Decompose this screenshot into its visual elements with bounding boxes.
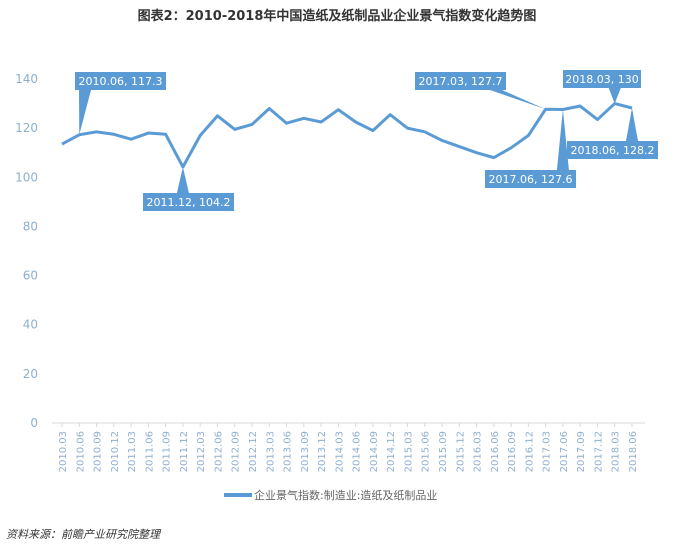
- x-tick-label: 2014.12: [386, 431, 397, 472]
- x-tick-label: 2018.03: [611, 431, 622, 472]
- chart-title: 图表2：2010-2018年中国造纸及纸制品业企业景气指数变化趋势图: [138, 8, 537, 24]
- callout-label: 2017.03, 127.7: [419, 75, 503, 88]
- callout-label: 2018.03, 130: [565, 73, 638, 86]
- x-tick-label: 2011.03: [127, 431, 138, 472]
- x-tick-label: 2015.09: [438, 431, 449, 472]
- x-tick-label: 2011.12: [179, 431, 190, 472]
- x-tick-label: 2014.09: [369, 431, 380, 472]
- x-tick-label: 2010.12: [110, 431, 121, 472]
- y-tick-label: 100: [15, 170, 38, 184]
- x-tick-label: 2010.03: [58, 431, 69, 472]
- x-tick-label: 2017.09: [576, 431, 587, 472]
- callout-pointer: [79, 90, 91, 135]
- x-tick-label: 2012.03: [196, 431, 207, 472]
- callout-label: 2010.06, 117.3: [79, 75, 163, 88]
- y-tick-label: 20: [23, 367, 38, 381]
- callout-label: 2017.06, 127.6: [489, 173, 573, 186]
- callout-box: [567, 141, 658, 159]
- y-tick-label: 0: [30, 416, 38, 430]
- x-tick-label: 2017.03: [542, 431, 553, 472]
- y-tick-label: 80: [23, 219, 38, 233]
- data-line: [61, 102, 633, 169]
- y-tick-label: 40: [23, 318, 38, 332]
- source-note: 资料来源：前瞻产业研究院整理: [6, 528, 162, 541]
- x-tick-label: 2014.03: [334, 431, 345, 472]
- x-tick-label: 2013.09: [300, 431, 311, 472]
- x-tick-label: 2012.09: [231, 431, 242, 472]
- callout-pointer: [490, 90, 546, 110]
- x-tick-label: 2013.03: [265, 431, 276, 472]
- x-tick-label: 2015.03: [403, 431, 414, 472]
- legend-label: 企业景气指数:制造业:造纸及纸制品业: [254, 488, 437, 502]
- x-tick-label: 2016.06: [490, 431, 501, 472]
- x-tick-label: 2013.06: [283, 431, 294, 472]
- y-tick-label: 120: [15, 121, 38, 135]
- callout-box: [563, 70, 641, 88]
- callout-box: [485, 170, 576, 188]
- x-tick-label: 2017.06: [559, 431, 570, 472]
- x-tick-label: 2013.12: [317, 431, 328, 472]
- callout-box: [75, 72, 166, 90]
- x-tick-label: 2016.03: [473, 431, 484, 472]
- callout-label: 2011.12, 104.2: [147, 196, 231, 209]
- x-tick-label: 2016.12: [524, 431, 535, 472]
- x-tick-label: 2012.12: [248, 431, 259, 472]
- x-tick-label: 2018.06: [628, 431, 639, 472]
- callout-pointer: [626, 107, 638, 141]
- x-tick-label: 2010.09: [93, 431, 104, 472]
- x-tick-label: 2017.12: [593, 431, 604, 472]
- x-tick-label: 2010.06: [75, 431, 86, 472]
- callout-box: [415, 72, 506, 90]
- x-tick-label: 2015.12: [455, 431, 466, 472]
- callout-pointer: [608, 88, 621, 104]
- callout-pointer: [176, 166, 189, 193]
- y-tick-label: 60: [23, 269, 38, 283]
- x-tick-label: 2011.09: [162, 431, 173, 472]
- x-tick-label: 2014.06: [352, 431, 363, 472]
- callout-box: [143, 193, 234, 211]
- callout-pointer: [556, 109, 569, 170]
- callout-label: 2018.06, 128.2: [571, 144, 655, 157]
- x-tick-label: 2016.09: [507, 431, 518, 472]
- x-tick-label: 2011.06: [144, 431, 155, 472]
- y-tick-label: 140: [15, 72, 38, 86]
- x-tick-label: 2015.06: [421, 431, 432, 472]
- x-tick-label: 2012.06: [213, 431, 224, 472]
